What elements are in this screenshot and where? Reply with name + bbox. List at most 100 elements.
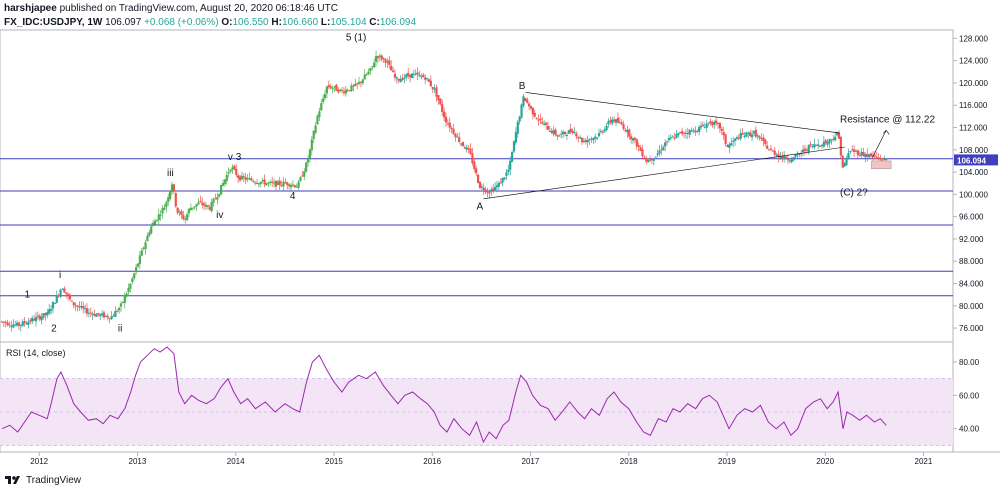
candle-body bbox=[879, 157, 882, 160]
candle-body bbox=[320, 103, 323, 111]
candle-body bbox=[567, 130, 570, 134]
candle-body bbox=[658, 150, 661, 154]
candle-body bbox=[388, 60, 391, 65]
candle-body bbox=[110, 316, 113, 320]
candle-body bbox=[868, 154, 871, 158]
candle-body bbox=[701, 124, 705, 127]
candle-body bbox=[312, 131, 315, 139]
ohlc-legend: FX_IDC:USDJPY, 1W 106.097 +0.068 (+0.06%… bbox=[4, 17, 416, 28]
candle-body bbox=[467, 148, 470, 150]
candle-body bbox=[238, 176, 242, 181]
candle-body bbox=[439, 98, 442, 105]
candle-body bbox=[424, 77, 427, 80]
candle-body bbox=[131, 278, 134, 283]
candle-body bbox=[707, 122, 710, 124]
candle-body bbox=[42, 313, 45, 318]
candle-body bbox=[87, 312, 90, 314]
candle-body bbox=[91, 314, 94, 316]
candle-body bbox=[186, 214, 189, 221]
candle-body bbox=[367, 71, 370, 75]
candle-body bbox=[616, 117, 620, 123]
candle-body bbox=[38, 315, 41, 320]
wave-label-ii: ii bbox=[118, 323, 122, 334]
candle-body bbox=[297, 181, 300, 188]
open-label: O: bbox=[221, 17, 233, 28]
time-tick-label: 2012 bbox=[30, 457, 48, 466]
candle-body bbox=[509, 160, 512, 170]
time-tick-label: 2020 bbox=[816, 457, 834, 466]
candle-body bbox=[456, 136, 459, 138]
candle-body bbox=[607, 121, 610, 125]
wave-label-5-1: 5 (1) bbox=[346, 33, 367, 44]
candle-body bbox=[427, 79, 431, 82]
candle-body bbox=[363, 74, 366, 80]
candle-body bbox=[499, 182, 502, 184]
candle-body bbox=[19, 324, 22, 327]
candle-body bbox=[662, 147, 665, 151]
candle-body bbox=[329, 86, 332, 89]
candle-body bbox=[854, 150, 858, 152]
candle-body bbox=[169, 190, 172, 199]
candle-body bbox=[308, 149, 312, 159]
candle-body bbox=[254, 182, 257, 184]
candle-body bbox=[692, 129, 695, 131]
candle-body bbox=[229, 169, 232, 172]
candle-body bbox=[784, 156, 788, 160]
candle-body bbox=[348, 89, 351, 91]
price-tick-label: 116.000 bbox=[959, 101, 988, 110]
candle-body bbox=[119, 303, 123, 307]
candle-body bbox=[121, 301, 124, 303]
price-pane[interactable] bbox=[0, 29, 954, 343]
candle-body bbox=[441, 104, 444, 112]
candle-body bbox=[70, 300, 73, 302]
candle-body bbox=[563, 131, 567, 135]
candle-body bbox=[414, 73, 417, 75]
candle-body bbox=[261, 179, 264, 181]
candle-body bbox=[431, 86, 434, 90]
candle-body bbox=[165, 202, 168, 208]
candle-body bbox=[410, 73, 414, 79]
candle-body bbox=[78, 306, 81, 308]
candle-body bbox=[669, 137, 672, 139]
author-name[interactable]: harshjapee bbox=[4, 3, 57, 14]
candle-body bbox=[144, 242, 147, 250]
last-price-tag: 106.094 bbox=[954, 154, 998, 166]
candle-body bbox=[741, 132, 744, 135]
candle-body bbox=[274, 180, 278, 187]
candle-body bbox=[665, 141, 669, 143]
candle-body bbox=[21, 321, 24, 326]
candle-body bbox=[497, 183, 500, 187]
candle-body bbox=[673, 137, 676, 139]
high-label: H: bbox=[271, 17, 282, 28]
candle-body bbox=[877, 157, 880, 159]
candle-body bbox=[95, 314, 98, 317]
rsi-tick-label: 60.00 bbox=[959, 391, 980, 400]
candle-body bbox=[596, 137, 599, 139]
candle-body bbox=[31, 318, 34, 322]
symbol-label[interactable]: FX_IDC:USDJPY, 1W bbox=[4, 17, 103, 28]
candle-body bbox=[747, 132, 750, 134]
candle-body bbox=[286, 182, 289, 185]
candle-body bbox=[493, 187, 497, 191]
candle-body bbox=[579, 137, 582, 139]
candle-body bbox=[159, 214, 162, 216]
rsi-title[interactable]: RSI (14, close) bbox=[6, 348, 66, 358]
high-value: 106.660 bbox=[281, 17, 319, 28]
candle-body bbox=[679, 132, 682, 134]
candle-body bbox=[133, 273, 136, 279]
candle-body bbox=[510, 152, 514, 162]
candle-body bbox=[6, 322, 9, 326]
candle-body bbox=[278, 180, 281, 185]
candle-body bbox=[781, 156, 784, 159]
candle-body bbox=[594, 136, 597, 139]
candle-body bbox=[203, 203, 206, 206]
price-tick-label: 84.000 bbox=[959, 280, 984, 289]
brand-name: TradingView bbox=[26, 474, 82, 486]
candle-body bbox=[716, 122, 720, 125]
candle-body bbox=[752, 131, 756, 134]
candle-body bbox=[167, 197, 170, 202]
candle-body bbox=[650, 158, 654, 161]
brand-footer[interactable]: TradingView bbox=[4, 474, 81, 486]
candle-body bbox=[199, 200, 202, 202]
candle-body bbox=[705, 123, 708, 128]
